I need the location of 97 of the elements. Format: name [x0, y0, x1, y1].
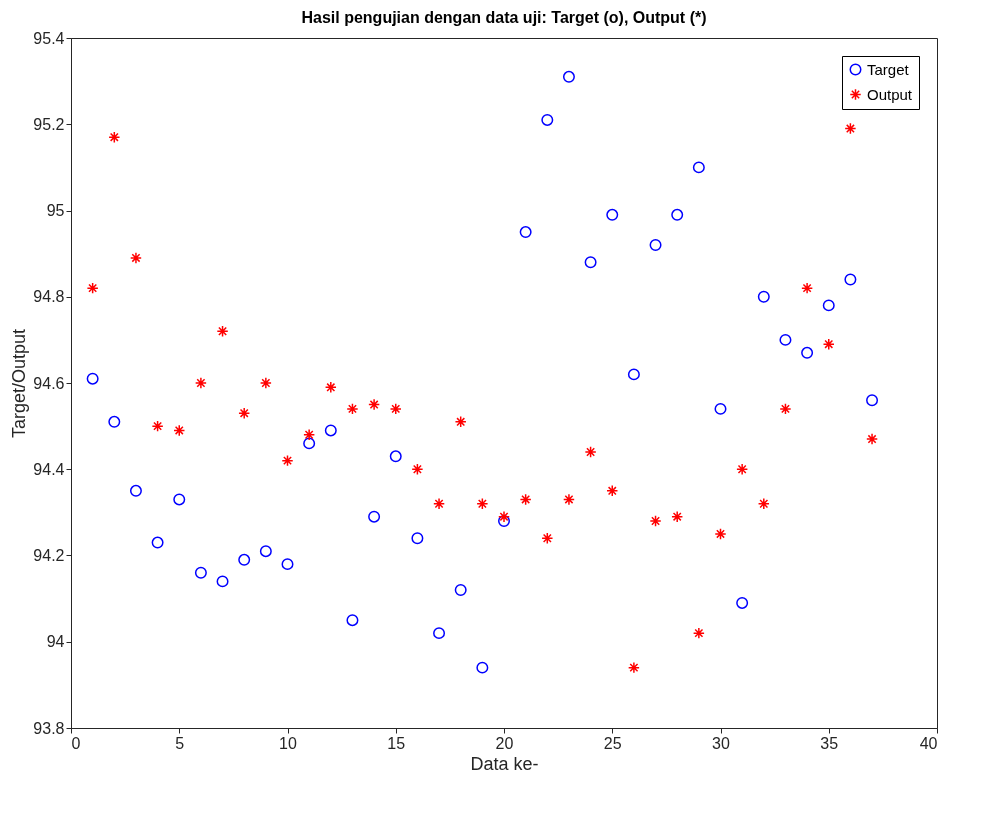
point [736, 463, 749, 476]
x-tick-label: 20 [495, 734, 514, 752]
point [844, 273, 857, 286]
point [259, 545, 272, 558]
point [324, 424, 337, 437]
point [562, 493, 575, 506]
point [389, 402, 402, 415]
point [411, 532, 424, 545]
point [498, 510, 510, 523]
point [216, 575, 229, 588]
y-tick-label: 95.4 [33, 29, 65, 47]
point [844, 122, 857, 135]
x-tick-label: 15 [387, 734, 406, 752]
chart-title: Hasil pengujian dengan data uji: Target (o), Output (*) [301, 9, 707, 26]
y-tick-label: 94.6 [33, 374, 65, 392]
point [346, 614, 359, 627]
point [649, 515, 662, 527]
point [519, 226, 532, 239]
point [779, 402, 792, 415]
x-tick-label: 5 [175, 734, 185, 752]
point [346, 402, 359, 415]
point [671, 510, 684, 523]
point [714, 527, 727, 540]
point [194, 566, 207, 579]
point [324, 381, 337, 394]
point [238, 407, 251, 420]
point [757, 290, 770, 303]
point [173, 424, 186, 437]
point [454, 415, 467, 428]
x-tick-label: 0 [71, 734, 81, 752]
point [541, 532, 554, 545]
point [129, 251, 142, 264]
point [562, 70, 575, 83]
point [866, 394, 879, 407]
point [389, 450, 402, 463]
point [281, 558, 294, 571]
point [584, 446, 597, 458]
point [757, 497, 770, 510]
legend-label: Output [867, 85, 913, 103]
point [519, 493, 532, 506]
point [584, 256, 597, 269]
point [692, 161, 705, 174]
point [411, 463, 424, 476]
x-tick-label: 40 [919, 734, 938, 752]
point [866, 433, 879, 446]
y-tick-label: 93.8 [33, 719, 65, 737]
point [822, 299, 835, 312]
point [433, 497, 446, 510]
point [259, 377, 272, 389]
point [822, 338, 835, 351]
point [627, 661, 640, 674]
point [779, 333, 792, 346]
y-tick-label: 94.2 [33, 547, 65, 564]
point [801, 282, 814, 295]
point [433, 627, 446, 640]
point [129, 484, 142, 497]
point [216, 325, 229, 338]
point [476, 497, 489, 510]
y-axis-title: Target/Output [9, 328, 30, 439]
point [86, 372, 99, 385]
point [368, 398, 381, 411]
point [108, 131, 121, 144]
point [454, 584, 467, 596]
point [194, 377, 207, 389]
point [238, 553, 251, 566]
point [606, 208, 619, 221]
legend-label: Target [867, 60, 910, 78]
y-tick-label: 94 [46, 633, 65, 651]
point [173, 493, 186, 506]
point [671, 208, 684, 221]
y-tick-label: 95 [46, 202, 65, 219]
x-tick-label: 35 [820, 734, 839, 752]
point [108, 415, 121, 428]
x-tick-label: 10 [279, 734, 297, 752]
point [281, 454, 294, 467]
y-tick-label: 94.8 [33, 288, 65, 306]
point [541, 113, 554, 126]
point [606, 484, 619, 497]
y-tick-label: 95.2 [33, 115, 65, 133]
point [627, 368, 640, 381]
x-tick-label: 30 [712, 734, 730, 752]
point [649, 239, 662, 251]
point [86, 282, 99, 295]
point [498, 515, 510, 527]
point [303, 428, 316, 441]
point [368, 510, 381, 523]
point [151, 420, 164, 433]
x-tick-label: 25 [603, 734, 622, 752]
point [714, 402, 727, 415]
point [476, 661, 489, 674]
point [303, 437, 316, 450]
point [692, 627, 705, 640]
x-axis-title: Data ke- [470, 753, 539, 774]
point [151, 536, 164, 549]
point [736, 596, 749, 609]
point [801, 346, 814, 359]
y-tick-label: 94.4 [33, 460, 65, 478]
